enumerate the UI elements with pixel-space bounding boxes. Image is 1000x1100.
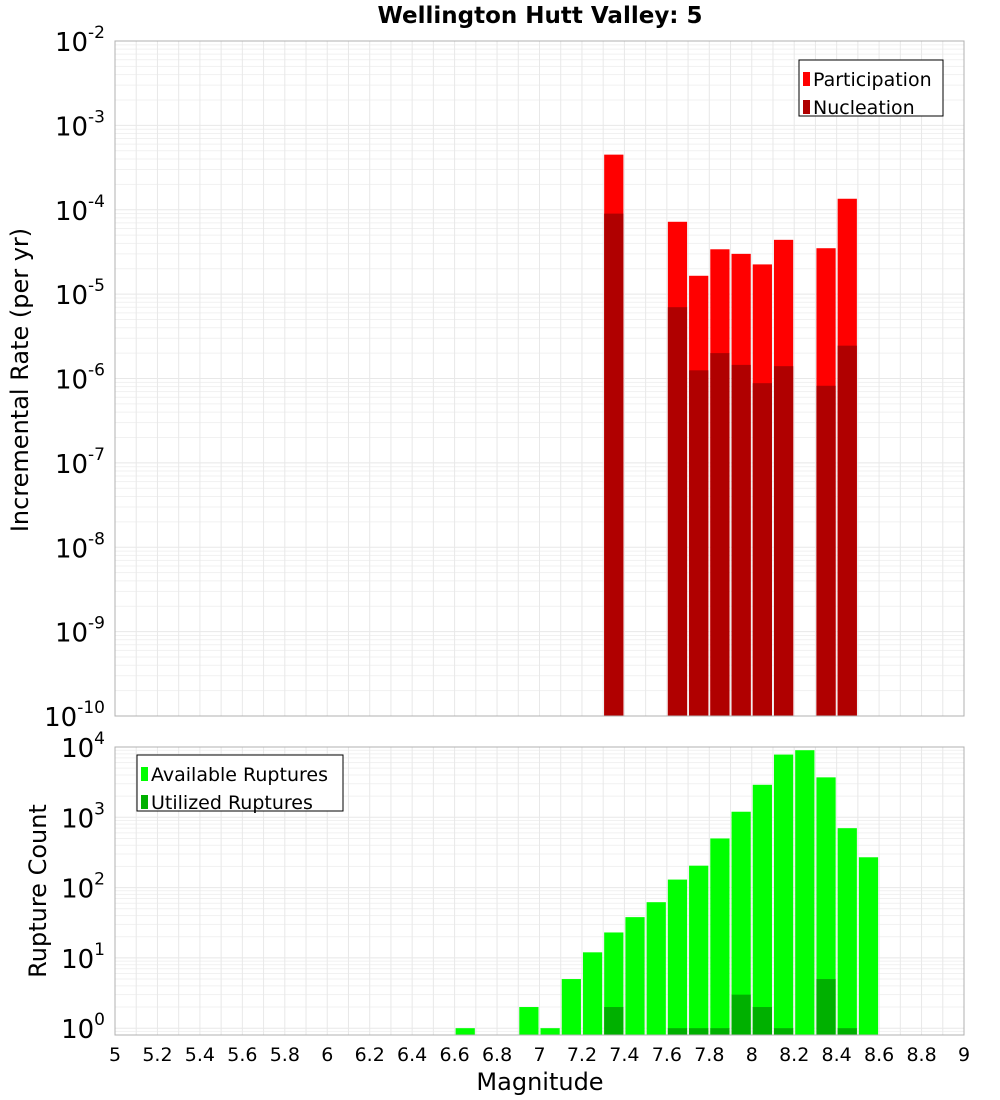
- count-panel: 100 101 102 103 104 5 5.2 5.4 5.6 5.8 6 6.2 6.4 6.6 6.…: [61, 729, 970, 1066]
- x-tick-label: 6.8: [482, 1044, 512, 1066]
- count-bar-a: [689, 865, 709, 1035]
- y-tick-label: 100: [61, 1010, 105, 1045]
- y-tick-label: 103: [61, 799, 105, 834]
- rate-bar-b: [837, 345, 857, 716]
- x-tick-label: 6.2: [355, 1044, 385, 1066]
- rate-panel: 10-10 10-9 10-8 10-7 10-6 10-5 10-4 10-3 10-2 Par…: [44, 23, 965, 733]
- x-tick-label: 8.6: [864, 1044, 894, 1066]
- count-bar-a: [582, 952, 603, 1035]
- count-bar-b: [816, 979, 836, 1035]
- rate-bar-b: [604, 213, 624, 717]
- y-tick-label: 10-10: [44, 698, 105, 733]
- y-tick-label: 10-6: [55, 361, 105, 396]
- x-tick-label: 9: [958, 1044, 970, 1066]
- y-tick-label: 10-9: [55, 614, 105, 649]
- count-bar-b: [752, 1007, 772, 1035]
- rate-axis-label: Incremental Rate (per yr): [6, 228, 34, 532]
- x-tick-label: 5.4: [185, 1044, 215, 1066]
- legend-label: Nucleation: [813, 97, 915, 119]
- rate-bar-b: [667, 307, 688, 716]
- count-bar-a: [646, 902, 666, 1035]
- x-tick-label: 6.4: [397, 1044, 427, 1066]
- count-bar-a: [561, 979, 581, 1035]
- count-bar-a: [540, 1028, 560, 1035]
- count-bar-a: [455, 1028, 475, 1035]
- x-tick-label: 7.2: [567, 1044, 597, 1066]
- legend-swatch: [803, 100, 810, 114]
- count-bar-b: [731, 994, 751, 1035]
- rate-bar-b: [710, 353, 730, 716]
- legend-label: Utilized Ruptures: [151, 792, 313, 814]
- count-bar-b: [837, 1028, 857, 1035]
- y-tick-label: 10-8: [55, 529, 105, 564]
- x-tick-label: 5: [109, 1044, 121, 1066]
- rate-bar-b: [773, 366, 794, 716]
- y-tick-label: 10-5: [55, 276, 105, 311]
- count-bar-b: [689, 1028, 709, 1035]
- rate-bar-b: [752, 383, 772, 716]
- legend-swatch: [141, 795, 148, 809]
- plot-frame: [114, 746, 965, 1036]
- count-bar-a: [625, 917, 645, 1035]
- x-tick-label: 8.2: [779, 1044, 809, 1066]
- count-bar-a: [858, 857, 879, 1035]
- y-tick-label: 102: [61, 870, 105, 905]
- count-axis-label: Rupture Count: [24, 804, 52, 978]
- count-bar-a: [773, 754, 794, 1035]
- count-bar-a: [667, 879, 688, 1035]
- legend-label: Available Ruptures: [151, 764, 328, 786]
- legend-swatch: [141, 767, 148, 781]
- count-bar-a: [731, 811, 751, 1035]
- y-tick-label: 101: [61, 940, 105, 975]
- count-bar-a: [710, 838, 730, 1035]
- x-tick-label: 7.4: [609, 1044, 639, 1066]
- x-tick-label: 7.6: [652, 1044, 682, 1066]
- x-tick-label: 5.2: [142, 1044, 172, 1066]
- count-bar-a: [795, 750, 815, 1035]
- legend-box: [136, 754, 344, 812]
- rate-bar-b: [731, 364, 751, 716]
- rate-bar-b: [816, 385, 836, 716]
- y-tick-label: 10-4: [55, 192, 105, 227]
- x-tick-label: 8.4: [822, 1044, 852, 1066]
- legend-box: [798, 59, 944, 117]
- legend-label: Participation: [813, 69, 932, 91]
- count-bar-a: [837, 828, 857, 1035]
- count-bar-b: [773, 1028, 794, 1035]
- x-tick-label: 6: [321, 1044, 333, 1066]
- x-tick-label: 8.8: [906, 1044, 936, 1066]
- y-tick-label: 10-7: [55, 445, 105, 480]
- count-bar-b: [604, 1007, 624, 1035]
- rate-bar-b: [689, 370, 709, 716]
- count-bar-b: [710, 1028, 730, 1035]
- y-tick-label: 104: [61, 729, 105, 764]
- y-tick-label: 10-3: [55, 107, 105, 142]
- chart-title: Wellington Hutt Valley: 5: [377, 3, 702, 29]
- x-tick-label: 8: [746, 1044, 758, 1066]
- x-tick-label: 5.8: [270, 1044, 300, 1066]
- magnitude-axis-label: Magnitude: [476, 1068, 603, 1096]
- count-bar-a: [752, 784, 772, 1035]
- legend-swatch: [803, 72, 810, 86]
- x-tick-label: 7.8: [694, 1044, 724, 1066]
- count-bar-b: [667, 1028, 688, 1035]
- y-tick-label: 10-2: [55, 23, 105, 58]
- count-bar-a: [519, 1007, 539, 1035]
- count-bar-a: [816, 777, 836, 1035]
- x-tick-label: 6.6: [439, 1044, 469, 1066]
- x-tick-label: 5.6: [227, 1044, 257, 1066]
- plot-frame: [114, 40, 965, 717]
- x-tick-label: 7: [533, 1044, 545, 1066]
